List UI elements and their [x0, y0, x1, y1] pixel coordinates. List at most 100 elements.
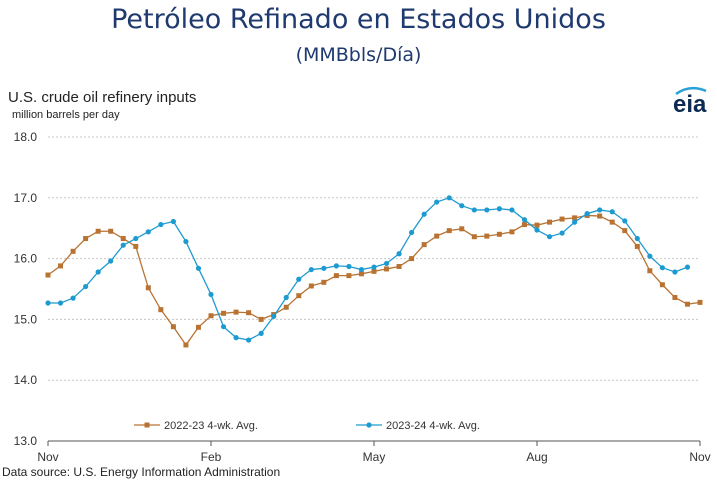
data-point: [45, 300, 51, 306]
data-point: [384, 266, 390, 272]
data-point: [597, 207, 603, 213]
data-point: [296, 276, 302, 282]
y-axis-ticks: 13.0 14.0 15.0 16.0 17.0 18.0: [14, 130, 38, 448]
data-point: [333, 273, 339, 279]
y-tick-label: 16.0: [14, 252, 38, 266]
y-tick-label: 14.0: [14, 373, 38, 387]
page-subtitle: (MMBbls/Día): [295, 44, 422, 66]
data-point: [271, 313, 277, 319]
data-point: [321, 265, 327, 271]
data-point: [83, 236, 89, 242]
data-point: [396, 264, 402, 270]
data-point: [158, 307, 164, 313]
data-point: [258, 316, 264, 322]
data-point: [584, 211, 590, 217]
legend-marker: [144, 422, 150, 428]
data-point: [697, 299, 703, 305]
data-point: [546, 234, 553, 240]
data-point: [684, 264, 691, 270]
data-point: [383, 260, 390, 267]
data-point: [208, 313, 214, 319]
data-point: [221, 310, 227, 316]
legend-label: 2022-23 4-wk. Avg.: [164, 420, 258, 432]
data-point: [233, 309, 239, 315]
series-line-1: [47, 214, 701, 347]
series-line-2: [48, 197, 688, 341]
data-point: [346, 273, 352, 279]
data-point: [246, 310, 252, 316]
data-point: [246, 337, 252, 343]
data-point: [684, 301, 690, 307]
data-point: [371, 268, 377, 274]
data-point: [534, 222, 540, 228]
data-point: [459, 203, 465, 209]
data-point: [634, 243, 640, 249]
data-point: [133, 235, 139, 242]
data-point: [58, 263, 64, 269]
data-point: [133, 243, 139, 249]
y-tick-label: 18.0: [14, 130, 38, 144]
data-point: [321, 279, 327, 285]
data-point: [471, 207, 477, 213]
data-point: [459, 226, 465, 232]
x-tick-label: May: [363, 450, 386, 464]
data-point: [521, 222, 527, 228]
eia-logo: eia: [673, 91, 707, 118]
data-point: [170, 324, 176, 330]
data-point: [446, 228, 452, 234]
data-point: [434, 199, 440, 205]
x-tick-label: Feb: [201, 450, 222, 464]
x-tick-label: Aug: [526, 450, 547, 464]
data-point: [145, 285, 151, 291]
data-point: [145, 229, 151, 235]
x-tick-label: Nov: [689, 450, 710, 464]
data-point: [609, 209, 615, 215]
data-point: [521, 217, 528, 223]
data-point: [471, 234, 477, 240]
series-group: [45, 195, 703, 348]
data-point: [258, 330, 264, 336]
data-point: [333, 263, 339, 269]
data-point: [358, 271, 364, 277]
data-point: [57, 300, 64, 306]
data-point: [559, 230, 565, 236]
data-point: [509, 229, 515, 235]
data-point: [195, 265, 202, 271]
grid-lines: [48, 136, 700, 381]
data-point: [421, 211, 427, 217]
data-point: [647, 268, 653, 274]
x-axis: Nov Feb May Aug Nov: [37, 440, 711, 464]
page-title: Petróleo Refinado en Estados Unidos: [111, 4, 606, 35]
data-point: [170, 218, 176, 225]
data-point: [346, 263, 352, 270]
data-point: [183, 238, 189, 245]
data-point: [358, 266, 365, 273]
data-point: [95, 228, 101, 234]
data-point: [559, 216, 565, 222]
data-point: [70, 295, 76, 301]
data-point: [120, 242, 126, 248]
y-tick-label: 15.0: [14, 312, 38, 326]
data-point: [308, 266, 314, 273]
chart-title: U.S. crude oil refinery inputs: [8, 89, 196, 106]
data-point: [534, 227, 540, 233]
data-point: [233, 335, 239, 341]
data-point: [509, 207, 515, 213]
data-point: [220, 324, 227, 330]
data-point: [120, 236, 126, 242]
data-point: [446, 195, 452, 201]
legend-label: 2023-24 4-wk. Avg.: [386, 420, 480, 432]
data-point: [70, 248, 76, 254]
data-point: [484, 233, 490, 239]
data-point: [484, 207, 490, 213]
legend: 2022-23 4-wk. Avg. 2023-24 4-wk. Avg.: [134, 420, 480, 432]
data-point: [396, 251, 402, 257]
data-point: [434, 233, 440, 239]
data-point: [283, 294, 289, 301]
data-point: [95, 269, 101, 275]
x-tick-label: Nov: [37, 450, 58, 464]
data-point: [183, 342, 189, 348]
data-point: [609, 219, 615, 225]
data-point: [421, 242, 427, 248]
chart-units: million barrels per day: [12, 109, 120, 121]
